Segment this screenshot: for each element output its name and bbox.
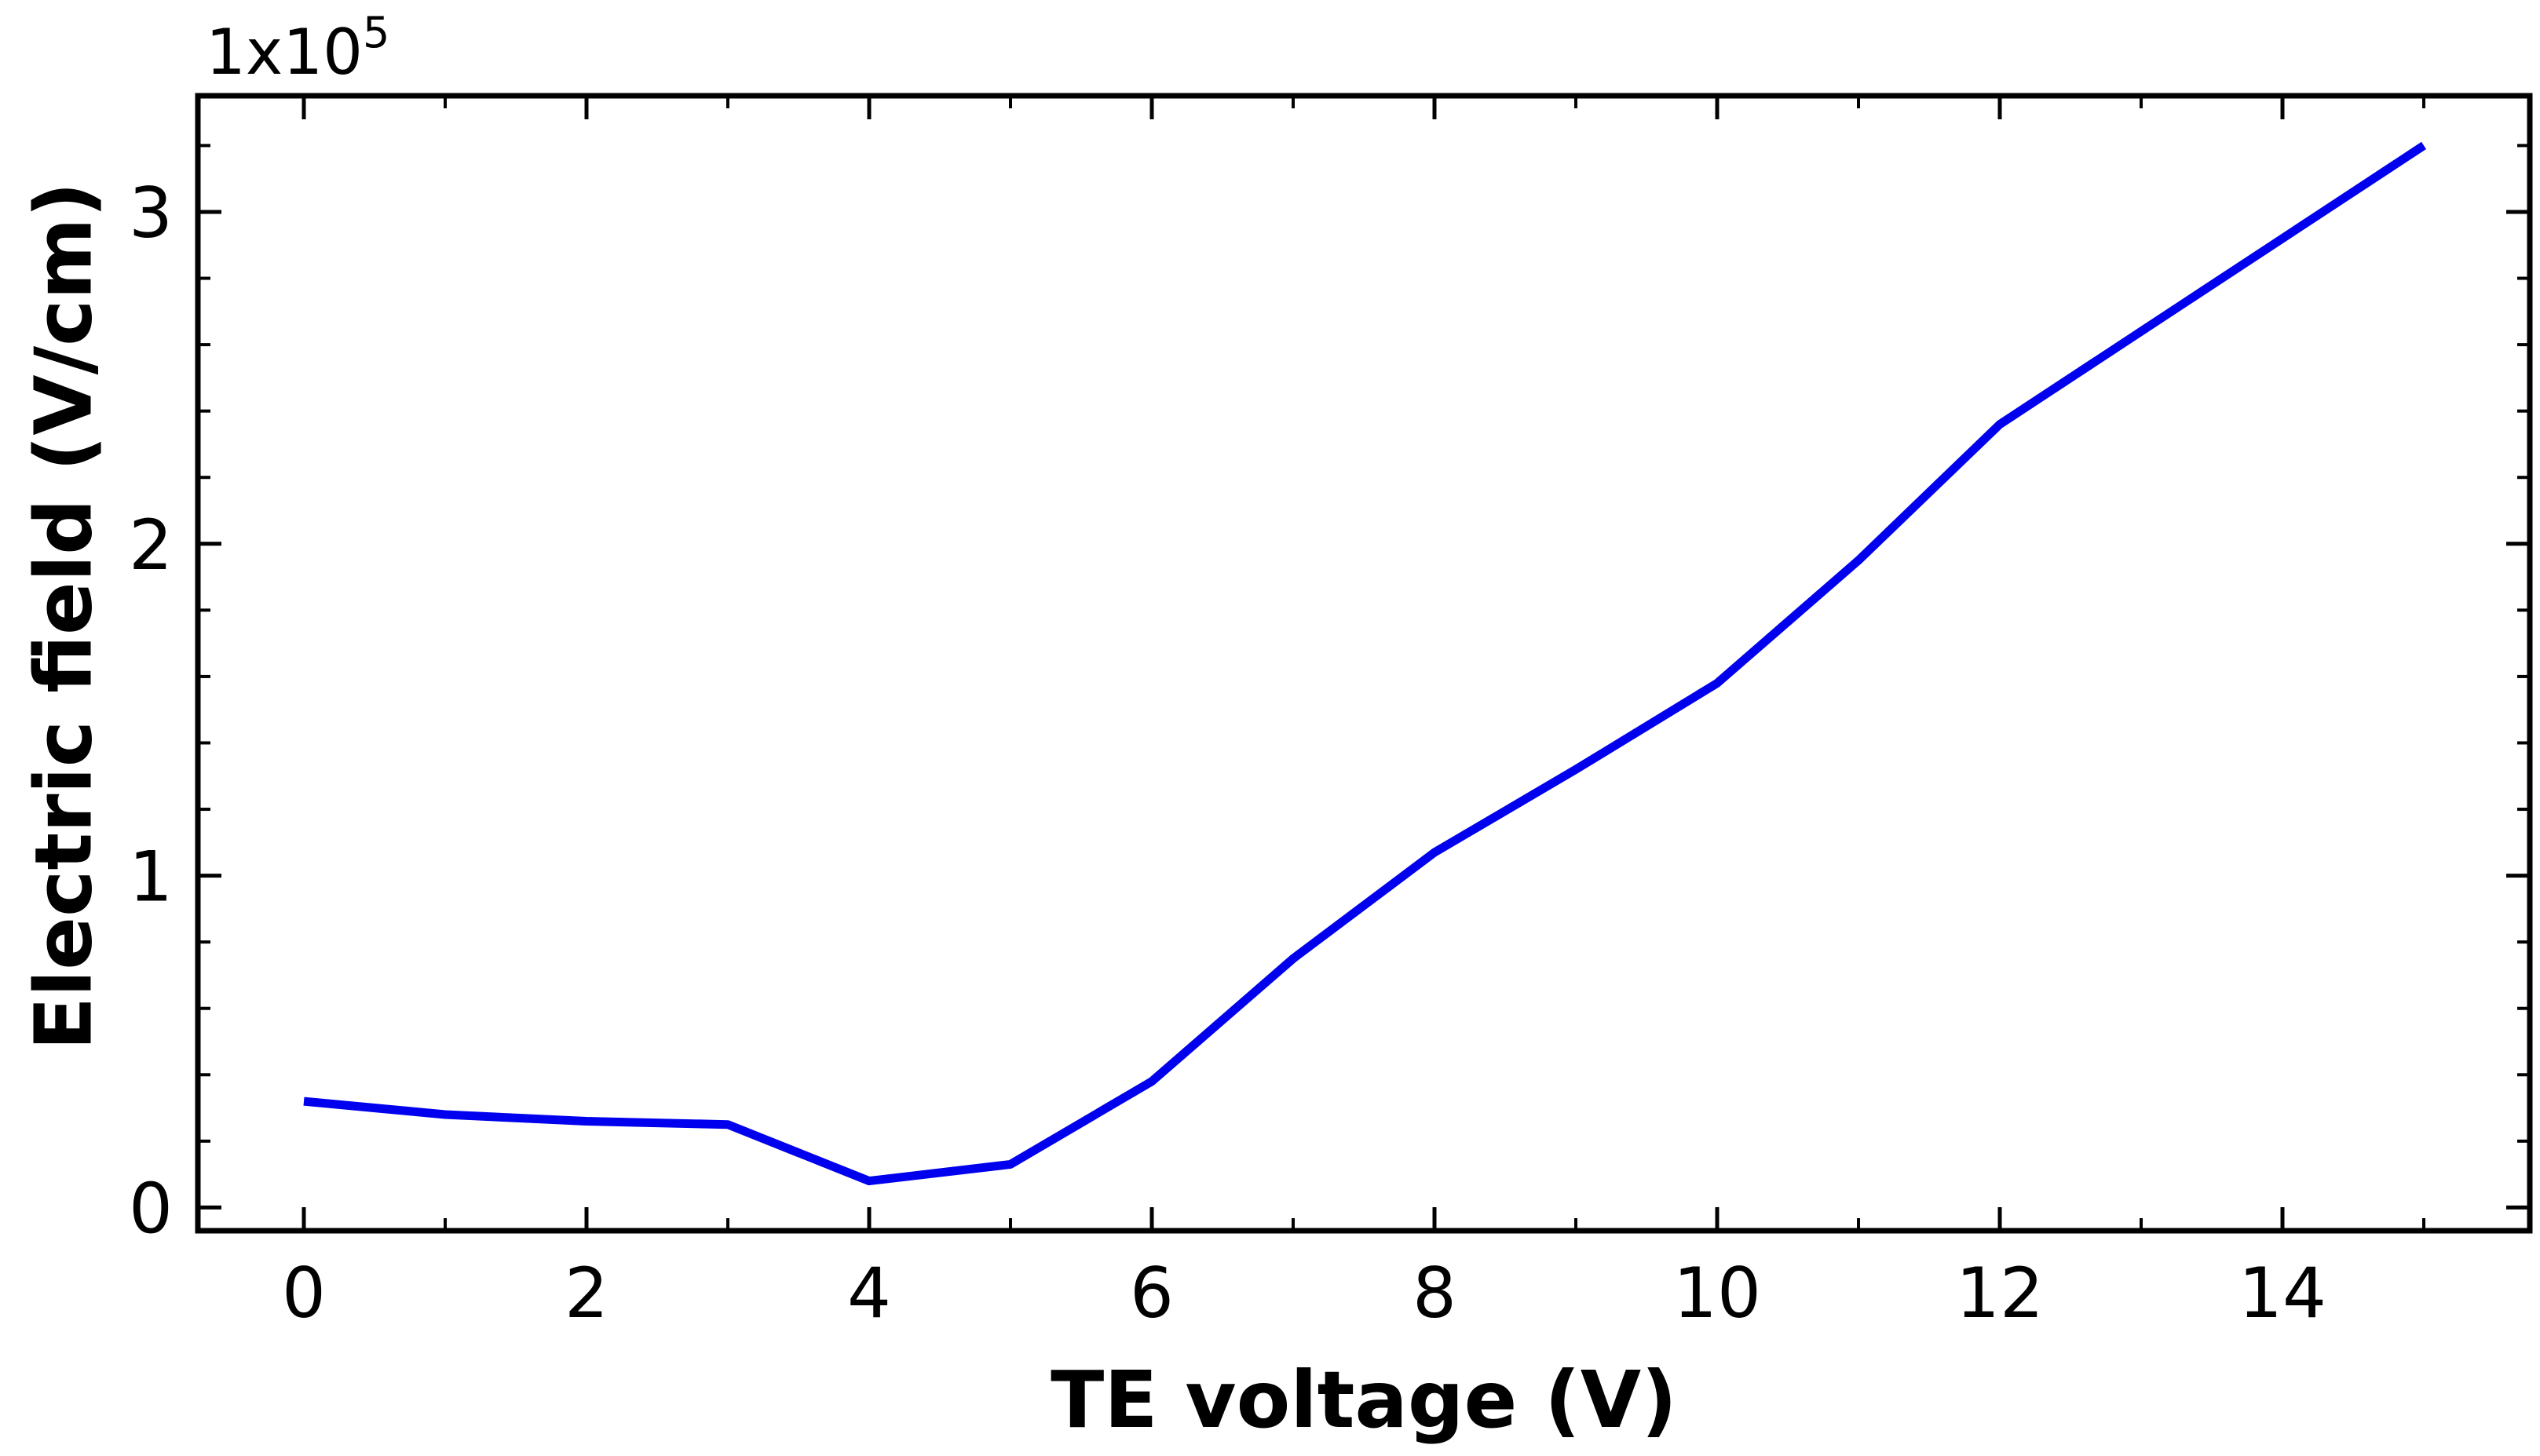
y-multiplier-exponent: 5 [363, 8, 389, 57]
y-multiplier-base: 1x10 [206, 16, 363, 89]
y-tick-label: 2 [129, 505, 173, 586]
y-tick-label: 1 [129, 837, 173, 918]
x-tick-label: 8 [1413, 1253, 1456, 1334]
x-axis-title: TE voltage (V) [1051, 1354, 1677, 1446]
x-tick-label: 14 [2238, 1253, 2326, 1334]
y-tick-labels: 0 1 2 3 [129, 173, 173, 1249]
series-layer [303, 141, 2427, 1186]
x-tick-label: 0 [282, 1253, 326, 1334]
series-line [303, 141, 2427, 1186]
x-tick-label: 2 [565, 1253, 609, 1334]
x-tick-label: 12 [1956, 1253, 2044, 1334]
y-axis-multiplier: 1x105 [206, 8, 389, 89]
y-tick-label: 3 [129, 173, 173, 254]
y-tick-label: 0 [129, 1168, 173, 1249]
x-tick-label: 6 [1130, 1253, 1174, 1334]
x-tick-labels: 0 2 4 6 8 10 12 14 [282, 1253, 2326, 1334]
plot-frame [195, 93, 2533, 1234]
y-axis-title: Electric field (V/cm) [17, 182, 109, 1051]
x-tick-label: 10 [1673, 1253, 1761, 1334]
x-tick-label: 4 [847, 1253, 891, 1334]
